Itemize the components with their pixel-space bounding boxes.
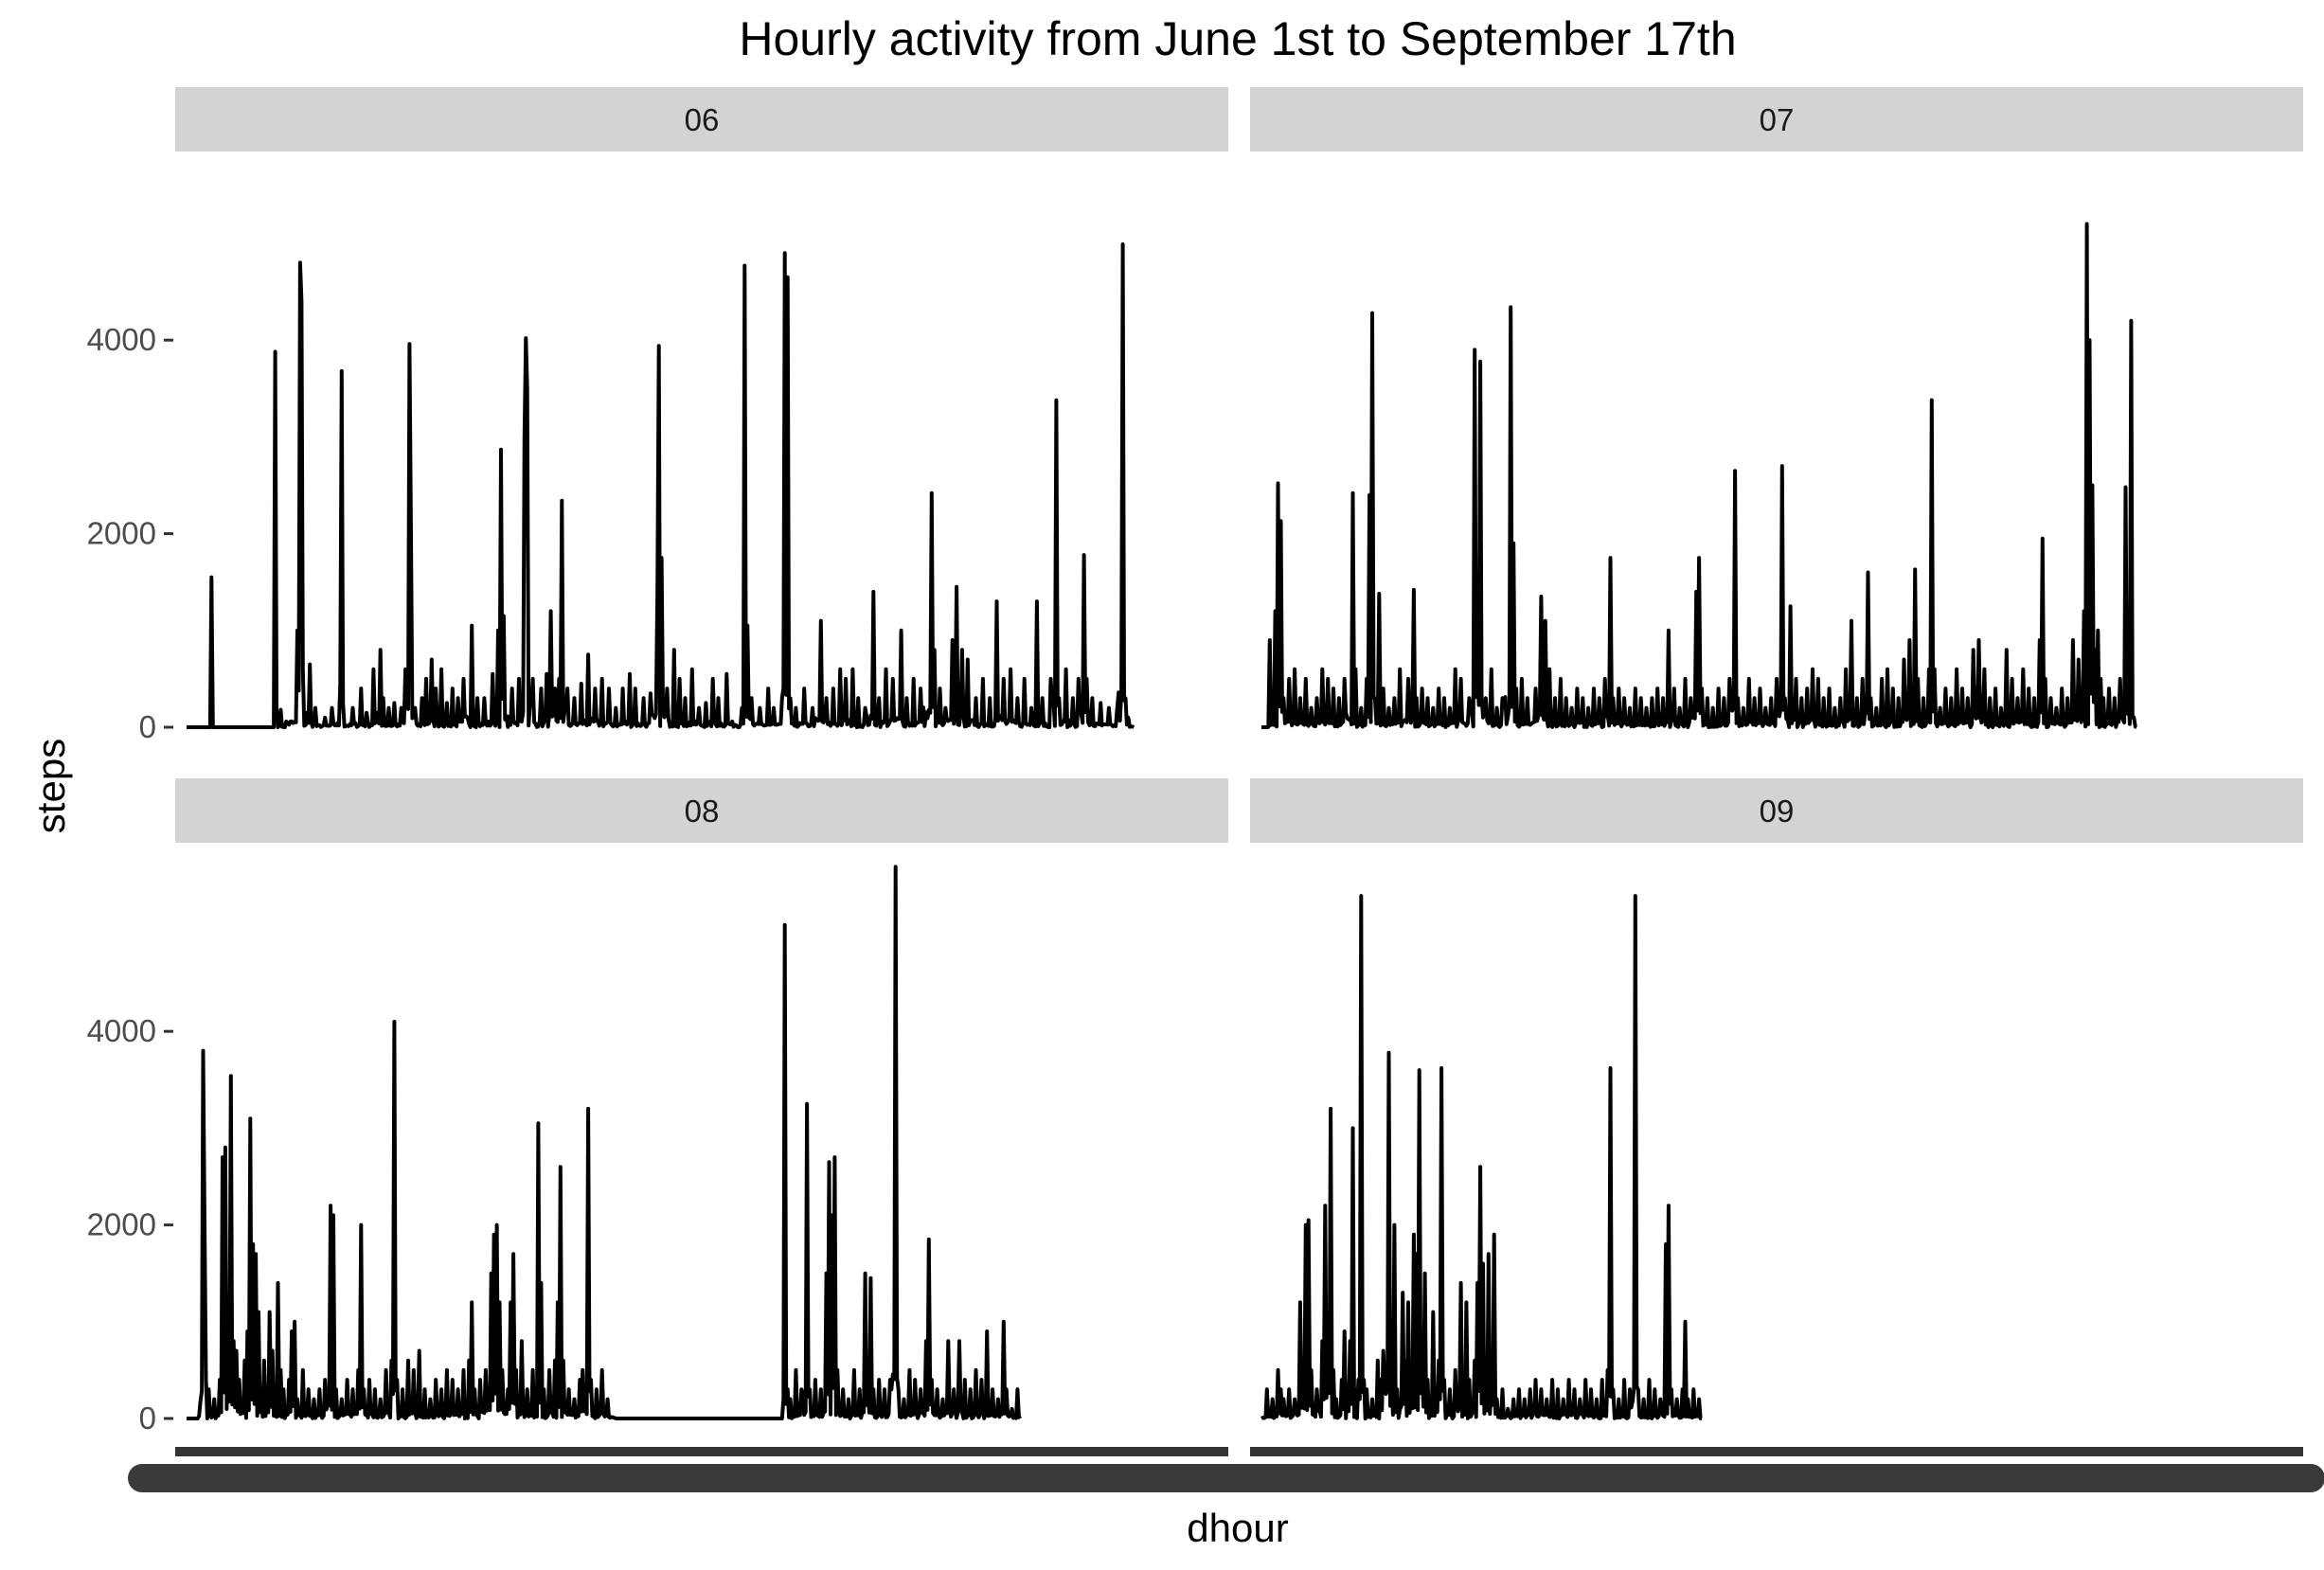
facet-strip [175, 87, 1228, 152]
series-line-06 [186, 242, 1135, 729]
y-tick-label: 4000 [87, 1013, 156, 1048]
y-tick-label: 0 [139, 1401, 156, 1436]
facet-panel-08: 08 0 2000 4000 [87, 778, 1228, 1456]
facet-panel-06: 06 0 2000 4000 [87, 87, 1228, 744]
facet-panel-09: 09 [1250, 778, 2303, 1456]
y-tick-label: 2000 [87, 516, 156, 551]
facet-strip [1250, 778, 2303, 843]
facet-strip-label: 06 [685, 102, 720, 137]
y-axis-title: steps [28, 739, 73, 833]
series-line-09 [1260, 894, 1703, 1420]
y-tick-label: 4000 [87, 322, 156, 357]
facet-panel-07: 07 [1250, 87, 2303, 729]
y-tick-label: 2000 [87, 1207, 156, 1242]
facet-strip-label: 08 [685, 794, 720, 829]
x-axis-title: dhour [1187, 1506, 1288, 1550]
facet-strip-label: 07 [1760, 102, 1795, 137]
series-line-08 [186, 865, 1022, 1420]
facet-panels: 06 0 2000 4000 07 08 0 2000 4000 09 [87, 87, 2324, 1492]
series-line-07 [1260, 222, 2137, 729]
facet-strip [1250, 87, 2303, 152]
facet-strip-label: 09 [1760, 794, 1795, 829]
chart-title: Hourly activity from June 1st to Septemb… [739, 12, 1736, 65]
facet-strip [175, 778, 1228, 843]
y-tick-label: 0 [139, 709, 156, 744]
